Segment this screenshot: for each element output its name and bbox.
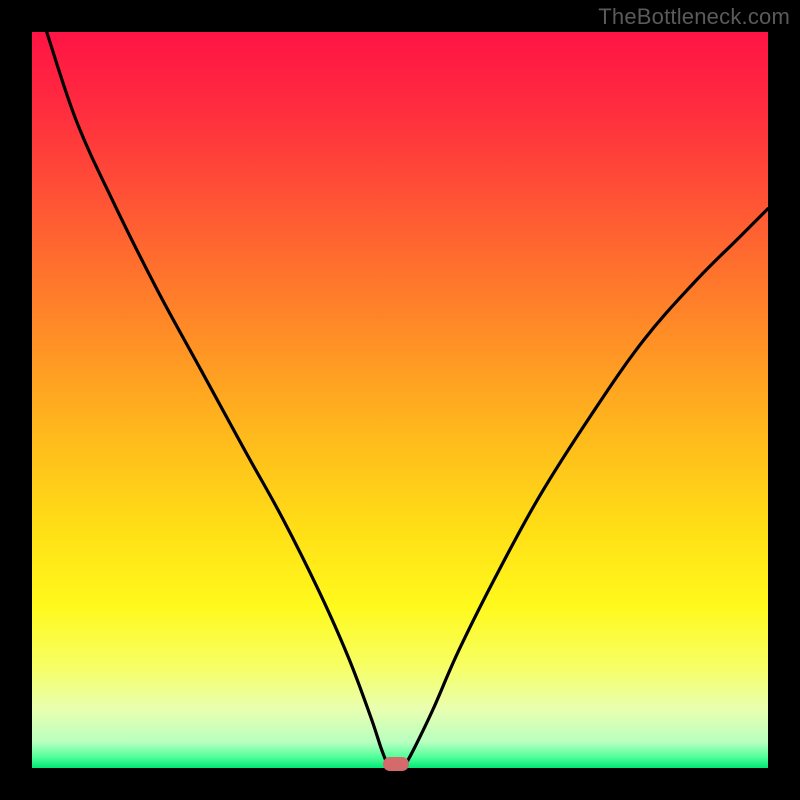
plot-area [32, 32, 768, 768]
watermark-text: TheBottleneck.com [598, 4, 790, 30]
optimal-point-marker [383, 757, 409, 771]
chart-frame: TheBottleneck.com [0, 0, 800, 800]
bottleneck-curve [32, 32, 768, 768]
